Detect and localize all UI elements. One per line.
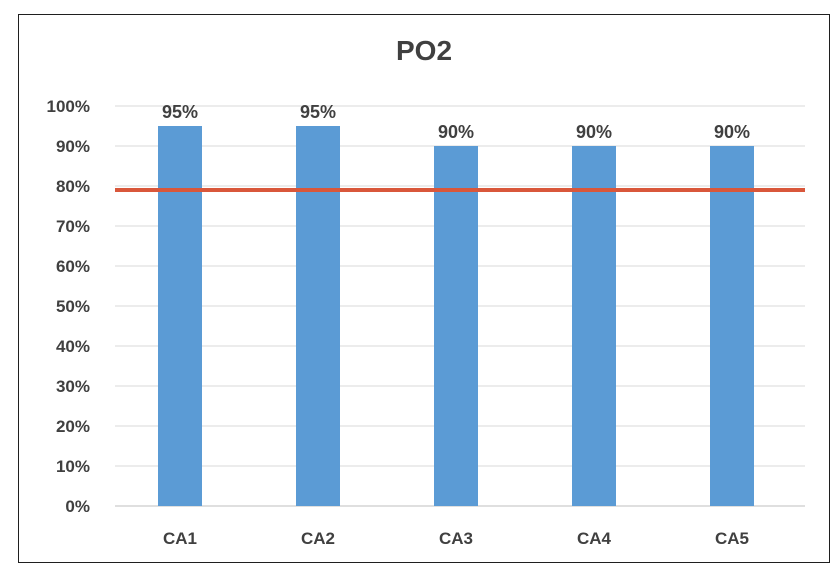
x-tick-label: CA1 bbox=[163, 529, 197, 548]
y-tick-label: 20% bbox=[56, 417, 90, 436]
data-label: 95% bbox=[300, 102, 336, 122]
y-axis-ticks: 0% 10% 20% 30% 40% 50% 60% 70% 80% 90% 100% bbox=[47, 97, 90, 516]
y-tick-label: 40% bbox=[56, 337, 90, 356]
y-tick-label: 100% bbox=[47, 97, 90, 116]
x-tick-label: CA2 bbox=[301, 529, 335, 548]
x-axis-ticks: CA1 CA2 CA3 CA4 CA5 bbox=[163, 529, 749, 548]
y-tick-label: 90% bbox=[56, 137, 90, 156]
y-tick-label: 30% bbox=[56, 377, 90, 396]
chart-title: PO2 bbox=[396, 35, 452, 66]
bar bbox=[296, 126, 340, 506]
bar bbox=[158, 126, 202, 506]
y-tick-label: 80% bbox=[56, 177, 90, 196]
data-label: 95% bbox=[162, 102, 198, 122]
data-label: 90% bbox=[714, 122, 750, 142]
y-tick-label: 50% bbox=[56, 297, 90, 316]
y-tick-label: 60% bbox=[56, 257, 90, 276]
bar bbox=[572, 146, 616, 506]
data-labels: 95% 95% 90% 90% 90% bbox=[162, 102, 750, 142]
x-tick-label: CA3 bbox=[439, 529, 473, 548]
bars bbox=[158, 126, 754, 506]
x-tick-label: CA5 bbox=[715, 529, 749, 548]
bar bbox=[434, 146, 478, 506]
x-tick-label: CA4 bbox=[577, 529, 612, 548]
y-tick-label: 70% bbox=[56, 217, 90, 236]
y-tick-label: 0% bbox=[65, 497, 90, 516]
bar bbox=[710, 146, 754, 506]
data-label: 90% bbox=[438, 122, 474, 142]
y-tick-label: 10% bbox=[56, 457, 90, 476]
data-label: 90% bbox=[576, 122, 612, 142]
